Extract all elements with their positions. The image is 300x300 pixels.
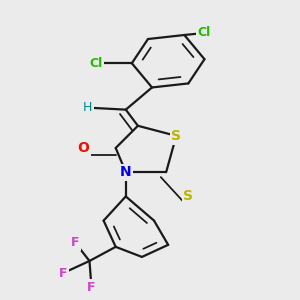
Text: H: H — [83, 101, 92, 114]
Text: F: F — [87, 281, 96, 294]
Text: O: O — [77, 141, 89, 155]
Text: F: F — [59, 267, 68, 280]
Text: N: N — [120, 165, 132, 179]
Text: Cl: Cl — [198, 26, 211, 40]
Text: Cl: Cl — [89, 57, 102, 70]
Text: F: F — [71, 236, 80, 249]
Text: S: S — [183, 189, 193, 203]
Text: S: S — [171, 129, 181, 143]
